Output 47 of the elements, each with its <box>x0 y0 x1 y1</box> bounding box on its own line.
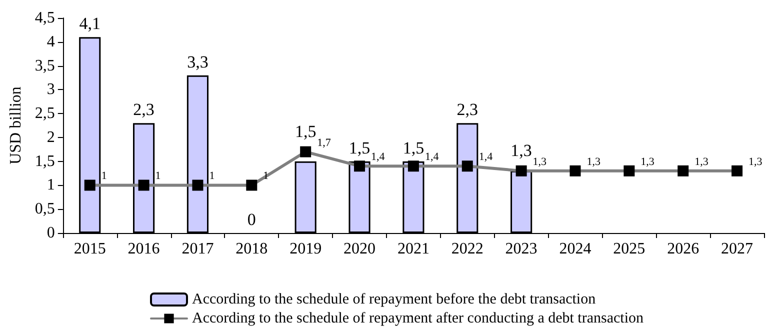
data-label: 1 <box>209 170 215 182</box>
data-label: 1,5 <box>402 138 424 158</box>
x-tick-label: 2022 <box>451 240 484 258</box>
data-label: 4,1 <box>79 14 100 34</box>
legend-label: According to the schedule of repayment after conducting a debt transaction <box>192 310 644 326</box>
x-tick-label: 2019 <box>290 240 322 258</box>
data-label: 1,7 <box>317 136 332 149</box>
y-axis-title: USD billion <box>8 86 24 164</box>
data-label: 1,5 <box>294 122 316 141</box>
y-tick-label: 1,5 <box>34 152 55 170</box>
x-tick-label: 2026 <box>667 240 700 258</box>
data-label: 2,3 <box>456 100 478 120</box>
data-label: 2,3 <box>133 100 154 120</box>
data-label: 1,4 <box>424 151 440 164</box>
data-label: 1,5 <box>348 138 370 158</box>
data-label: 1,3 <box>586 156 601 168</box>
data-label: 1,3 <box>532 156 548 168</box>
data-label: 1,3 <box>748 156 763 168</box>
data-label: 3,3 <box>187 52 208 72</box>
x-tick-label: 2027 <box>721 240 754 258</box>
y-tick-label: 0 <box>46 224 55 242</box>
data-label: 1,4 <box>371 151 386 164</box>
y-tick-label: 3 <box>46 81 55 98</box>
y-tick-label: 4 <box>46 33 55 50</box>
data-label: 0 <box>247 210 256 229</box>
x-tick-label: 2024 <box>559 240 592 258</box>
data-label: 1,3 <box>510 140 532 160</box>
x-tick-label: 2016 <box>128 240 160 258</box>
y-tick-label: 2 <box>46 128 55 146</box>
y-tick-label: 4,5 <box>34 10 55 26</box>
x-tick-label: 2023 <box>505 240 538 258</box>
data-label: 1 <box>155 170 161 182</box>
data-label: 1,3 <box>694 156 709 168</box>
data-label: 1 <box>101 170 107 182</box>
x-tick-label: 2015 <box>74 240 106 258</box>
x-tick-label: 2018 <box>236 240 268 258</box>
data-label: 1,3 <box>640 156 655 168</box>
data-label: 1,4 <box>478 151 494 164</box>
y-tick-label: 2,5 <box>34 105 55 122</box>
x-tick-label: 2017 <box>182 240 214 258</box>
y-tick-label: 0,5 <box>34 200 55 218</box>
x-tick-label: 2025 <box>613 240 646 258</box>
y-tick-label: 1 <box>46 176 55 194</box>
y-tick-label: 3,5 <box>34 57 55 74</box>
x-tick-label: 2021 <box>397 240 430 258</box>
x-tick-label: 2020 <box>344 240 376 258</box>
legend-label: According to the schedule of repayment before the debt transaction <box>192 292 596 308</box>
